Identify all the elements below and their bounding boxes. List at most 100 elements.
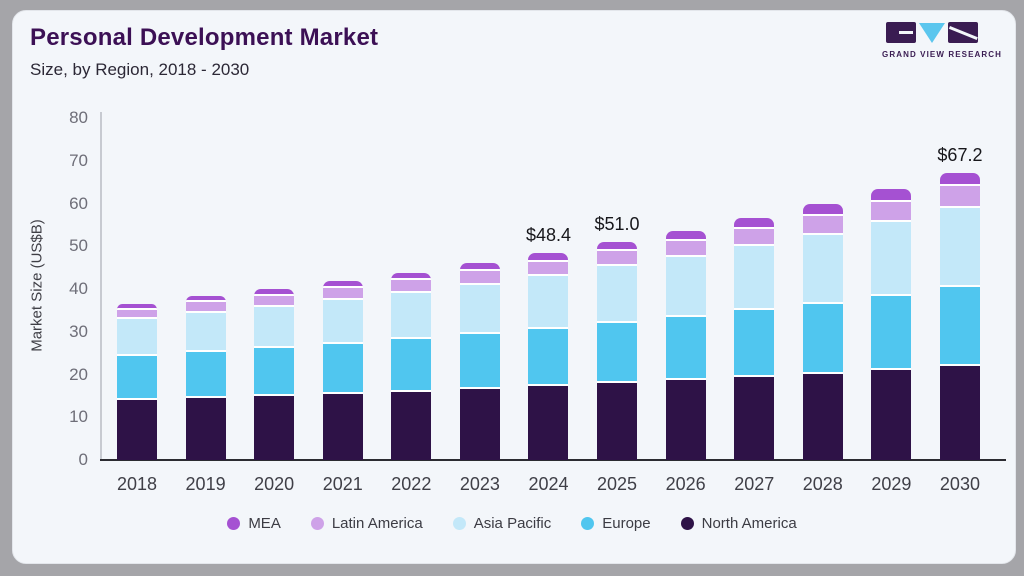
y-tick-label-70: 70	[69, 150, 88, 170]
bar-2029-segment-mea	[871, 189, 912, 202]
bar-2018-segment-north-america	[117, 400, 157, 460]
bar-2023-segment-mea	[459, 263, 500, 272]
gvr-logo-r-block-icon	[948, 22, 978, 43]
bar-2026-segment-latin-america	[665, 240, 706, 257]
bar-2024-segment-europe	[528, 328, 569, 387]
y-tick-label-40: 40	[69, 279, 88, 298]
bar-2025-segment-asia-pacific	[597, 266, 638, 323]
bar-2021-segment-europe	[322, 343, 363, 394]
bar-2025-segment-mea	[597, 241, 638, 251]
chart-card	[12, 10, 1016, 564]
legend-item-latin-america: Latin America	[310, 515, 423, 532]
y-tick-label-30: 30	[69, 321, 88, 341]
bar-2022-segment-asia-pacific	[391, 292, 432, 340]
x-axis-label-2018: 2018	[116, 474, 158, 494]
bar-2028-segment-europe	[802, 303, 843, 375]
legend-label-north-america: North America	[701, 515, 797, 532]
x-axis-label-2029: 2029	[871, 474, 912, 494]
bar-2024-segment-mea	[528, 253, 569, 262]
bar-2027-segment-latin-america	[734, 228, 775, 247]
legend-label-latin-america: Latin America	[331, 515, 423, 532]
bar-2022-segment-north-america	[391, 391, 432, 460]
x-axis-label-2027: 2027	[734, 474, 775, 494]
x-axis-label-2020: 2020	[254, 474, 295, 494]
bar-2023-segment-europe	[459, 334, 500, 390]
bar-2018-segment-mea	[117, 303, 157, 310]
bar-2024-segment-north-america	[528, 386, 569, 460]
bar-2019-segment-north-america	[185, 398, 226, 460]
gvr-logo-v-triangle-icon	[919, 23, 945, 43]
bar-2030-segment-asia-pacific	[939, 208, 980, 287]
bar-2021-segment-north-america	[322, 393, 363, 460]
y-tick-label-10: 10	[69, 407, 88, 427]
bar-2019-segment-latin-america	[185, 302, 226, 313]
y-tick-label-50: 50	[69, 236, 88, 256]
bar-2018-segment-asia-pacific	[117, 318, 157, 357]
bar-2022-segment-latin-america	[391, 280, 432, 293]
chart-subtitle: Size, by Region, 2018 - 2030	[30, 60, 250, 79]
bar-2018-segment-latin-america	[117, 309, 157, 319]
bar-2026-segment-asia-pacific	[665, 256, 706, 317]
legend-item-north-america: North America	[680, 515, 797, 532]
bar-2019-segment-asia-pacific	[185, 312, 226, 352]
bar-2030-segment-europe	[939, 286, 980, 366]
bar-2022-segment-mea	[391, 272, 432, 281]
x-axis-label-2021: 2021	[322, 474, 363, 494]
bar-2022-segment-europe	[391, 339, 432, 392]
bar-2029-segment-europe	[871, 295, 912, 371]
legend-swatch-asia-pacific-icon	[452, 517, 466, 530]
bar-2026-segment-europe	[665, 316, 706, 381]
legend-label-europe: Europe	[602, 515, 651, 532]
gvr-logo-g-block-icon	[886, 22, 916, 43]
bar-2030-segment-mea	[939, 172, 980, 186]
bar-2029-segment-asia-pacific	[871, 222, 912, 296]
bar-2023-segment-north-america	[459, 389, 500, 460]
legend-item-mea: MEA	[227, 515, 281, 532]
bar-2020-segment-mea	[254, 289, 295, 296]
bar-value-label-2025: $51.0	[594, 213, 640, 234]
bar-2028-segment-mea	[802, 204, 843, 216]
legend-item-europe: Europe	[581, 515, 651, 532]
gvr-logo-mark	[882, 22, 982, 46]
bar-2029-segment-north-america	[871, 370, 912, 460]
legend-swatch-mea-icon	[227, 517, 241, 530]
x-axis-label-2019: 2019	[185, 474, 226, 494]
x-axis-label-2026: 2026	[665, 474, 706, 494]
legend-label-asia-pacific: Asia Pacific	[473, 515, 552, 532]
legend-label-mea: MEA	[248, 515, 281, 532]
y-tick-label-20: 20	[69, 364, 88, 384]
bar-2026-segment-north-america	[665, 380, 706, 460]
x-axis-label-2030: 2030	[939, 474, 980, 494]
grand-view-research-logo: GRAND VIEW RESEARCH	[882, 22, 1003, 59]
bar-2028-segment-latin-america	[802, 215, 843, 235]
bar-2027-segment-europe	[734, 310, 775, 378]
bar-2029-segment-latin-america	[871, 201, 912, 223]
bar-2030-segment-latin-america	[939, 185, 980, 209]
bar-2027-segment-asia-pacific	[734, 246, 775, 311]
bar-2030-segment-north-america	[939, 365, 980, 460]
bar-2025-segment-north-america	[597, 383, 638, 460]
bar-2020-segment-europe	[254, 348, 295, 397]
bar-2023-segment-latin-america	[459, 271, 500, 285]
bar-2019-segment-europe	[185, 351, 226, 398]
legend-item-asia-pacific: Asia Pacific	[452, 515, 552, 532]
bar-2027-segment-north-america	[734, 377, 775, 460]
x-axis-label-2028: 2028	[802, 474, 843, 494]
y-tick-label-60: 60	[69, 193, 88, 213]
legend-swatch-europe-icon	[581, 517, 595, 530]
bar-2028-segment-north-america	[802, 374, 843, 460]
bar-2025-segment-europe	[597, 322, 638, 384]
bar-2020-segment-north-america	[254, 396, 295, 460]
x-axis-label-2025: 2025	[597, 474, 638, 494]
bar-2018-segment-europe	[117, 356, 157, 401]
bar-2021-segment-mea	[322, 280, 363, 289]
gvr-logo-text: GRAND VIEW RESEARCH	[882, 50, 1003, 59]
legend-swatch-latin-america-icon	[310, 517, 324, 530]
bar-2024-segment-asia-pacific	[528, 275, 569, 329]
bar-2025-segment-latin-america	[597, 250, 638, 267]
bar-2019-segment-mea	[185, 295, 226, 303]
y-tick-label-80: 80	[69, 108, 88, 127]
y-tick-label-0: 0	[78, 450, 88, 469]
bar-2020-segment-asia-pacific	[254, 306, 295, 349]
